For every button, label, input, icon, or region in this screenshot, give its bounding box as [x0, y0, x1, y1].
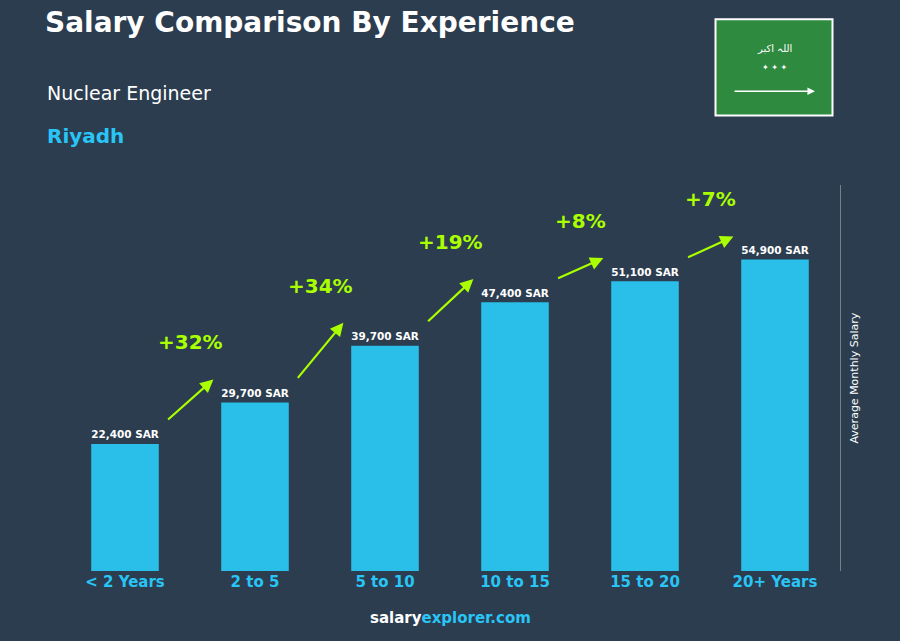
svg-text:salaryexplorer.com: salaryexplorer.com	[370, 609, 531, 627]
svg-text:54,900 SAR: 54,900 SAR	[741, 244, 809, 256]
svg-text:اللہ اکبر: اللہ اکبر	[757, 43, 792, 54]
svg-text:+8%: +8%	[555, 209, 606, 233]
svg-text:15 to 20: 15 to 20	[610, 573, 680, 591]
svg-text:39,700 SAR: 39,700 SAR	[351, 330, 419, 342]
svg-text:2 to 5: 2 to 5	[231, 573, 280, 591]
svg-text:Nuclear Engineer: Nuclear Engineer	[47, 82, 211, 104]
svg-text:Riyadh: Riyadh	[47, 124, 124, 148]
svg-text:10 to 15: 10 to 15	[480, 573, 550, 591]
svg-text:29,700 SAR: 29,700 SAR	[221, 387, 289, 399]
svg-text:20+ Years: 20+ Years	[733, 573, 818, 591]
svg-text:+7%: +7%	[685, 187, 736, 211]
svg-text:47,400 SAR: 47,400 SAR	[481, 287, 549, 299]
svg-text:Salary Comparison By Experienc: Salary Comparison By Experience	[45, 6, 575, 39]
svg-text:Average Monthly Salary: Average Monthly Salary	[848, 312, 861, 443]
svg-text:22,400 SAR: 22,400 SAR	[91, 428, 159, 440]
svg-text:+19%: +19%	[418, 230, 483, 254]
svg-text:+34%: +34%	[288, 274, 353, 298]
svg-text:5 to 10: 5 to 10	[355, 573, 414, 591]
svg-text:51,100 SAR: 51,100 SAR	[611, 266, 679, 278]
svg-text:+32%: +32%	[158, 330, 223, 354]
svg-text:✦ ✦ ✦: ✦ ✦ ✦	[762, 63, 787, 72]
svg-text:< 2 Years: < 2 Years	[85, 573, 165, 591]
